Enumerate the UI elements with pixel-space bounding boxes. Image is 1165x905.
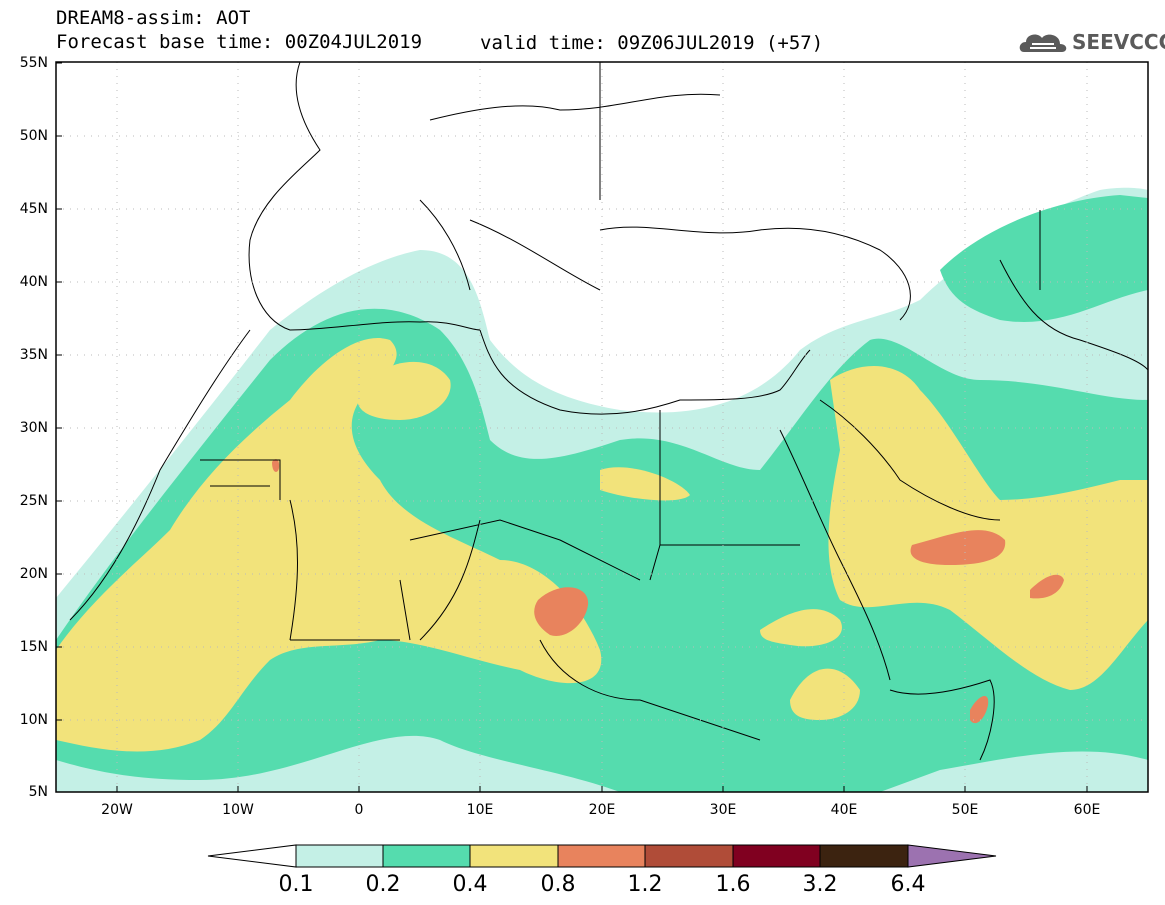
- lat-label: 30N: [19, 420, 48, 436]
- lat-label: 55N: [19, 55, 48, 71]
- aot-band-0.4: [56, 338, 602, 752]
- valid-time: valid time: 09Z06JUL2019 (+57): [480, 32, 824, 54]
- colorbar-label: 3.2: [802, 872, 838, 897]
- lon-label: 20E: [588, 802, 616, 818]
- lat-label: 50N: [19, 128, 48, 144]
- lat-label: 20N: [19, 566, 48, 582]
- lon-label: 40E: [830, 802, 858, 818]
- colorbar-over-arrow: [907, 844, 997, 868]
- lat-label: 5N: [28, 784, 48, 800]
- colorbar: [207, 844, 997, 868]
- colorbar-swatch-0.8: [557, 844, 646, 868]
- lon-label: 60E: [1073, 802, 1101, 818]
- lat-label: 15N: [19, 639, 48, 655]
- lon-label: 50E: [951, 802, 979, 818]
- colorbar-swatch-0.4: [469, 844, 559, 868]
- lon-label: 20W: [101, 802, 133, 818]
- colorbar-label: 6.4: [890, 872, 926, 897]
- colorbar-under-arrow: [207, 844, 297, 868]
- lon-label: 30E: [709, 802, 737, 818]
- lon-label: 10E: [466, 802, 494, 818]
- lat-label: 25N: [19, 493, 48, 509]
- colorbar-label: 0.2: [365, 872, 401, 897]
- colorbar-swatch-1.2: [644, 844, 734, 868]
- lat-label: 35N: [19, 347, 48, 363]
- cloud-logo-icon: [1019, 34, 1067, 52]
- colorbar-label: 0.1: [278, 872, 314, 897]
- lat-label: 10N: [19, 712, 48, 728]
- colorbar-label: 1.2: [627, 872, 663, 897]
- forecast-base-time: Forecast base time: 00Z04JUL2019: [56, 31, 423, 53]
- map-title: DREAM8-assim: AOT: [56, 7, 251, 29]
- colorbar-swatch-0.2: [382, 844, 471, 868]
- colorbar-swatch-1.6: [732, 844, 821, 868]
- colorbar-label: 1.6: [715, 872, 751, 897]
- colorbar-label: 0.4: [452, 872, 488, 897]
- aot-band-0.8: [534, 587, 589, 636]
- lat-label: 45N: [19, 201, 48, 217]
- logo-text: SEEVCCC: [1072, 30, 1165, 54]
- colorbar-swatch-3.2: [819, 844, 909, 868]
- lat-label: 40N: [19, 274, 48, 290]
- lon-label: 0: [354, 802, 364, 818]
- lon-label: 10W: [222, 802, 254, 818]
- colorbar-swatch-0.1: [295, 844, 384, 868]
- colorbar-label: 0.8: [540, 872, 576, 897]
